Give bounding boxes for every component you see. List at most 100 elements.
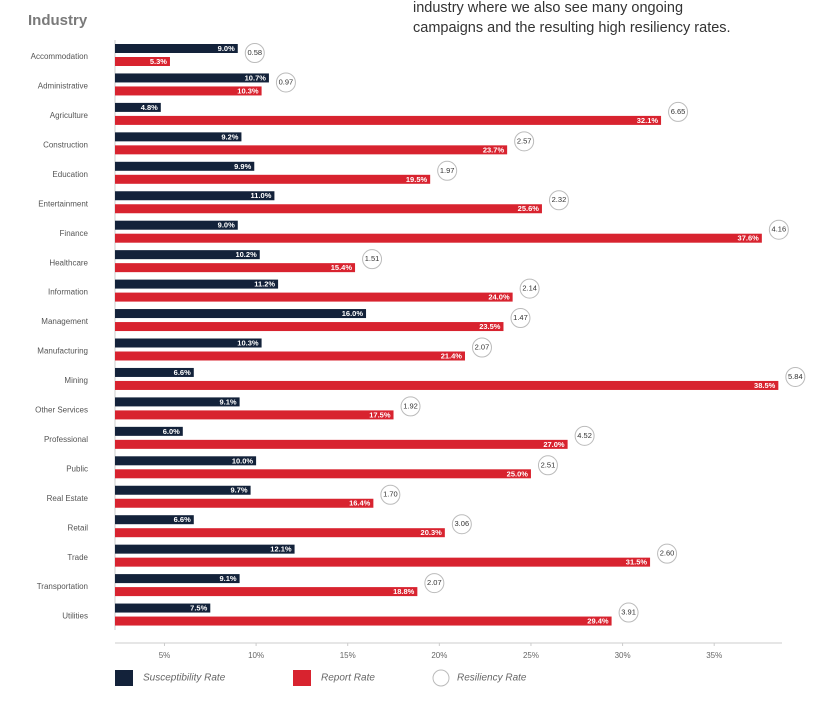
resiliency-marker — [471, 337, 492, 358]
bar-label: 11.0% — [251, 191, 272, 200]
x-tick-label: 25% — [523, 651, 539, 660]
chart-title: Industry — [28, 12, 88, 29]
resiliency-marker — [768, 219, 789, 240]
y-tick-label: Accommodation — [31, 52, 88, 61]
bar — [115, 191, 275, 201]
resiliency-marker — [618, 602, 639, 623]
bar-label: 4.8% — [141, 103, 158, 112]
bar-label: 32.1% — [637, 116, 659, 125]
resiliency-label: 4.52 — [577, 431, 592, 440]
bar-label: 11.2% — [254, 280, 275, 289]
bar — [115, 603, 211, 613]
resiliency-marker — [244, 43, 265, 63]
bar — [115, 161, 255, 171]
bar-label: 19.5% — [406, 175, 428, 184]
bar — [115, 102, 161, 112]
bar — [115, 115, 662, 125]
resiliency-label: 1.70 — [383, 490, 398, 499]
bar-label: 27.0% — [543, 440, 565, 449]
bar-label: 38.5% — [754, 381, 776, 390]
bar-label: 29.4% — [587, 617, 609, 626]
bar — [115, 250, 260, 260]
x-tick-label: 10% — [248, 651, 264, 660]
bar-label: 37.6% — [738, 234, 760, 243]
resiliency-marker — [380, 484, 401, 505]
y-tick-label: Administrative — [38, 82, 89, 91]
y-tick-label: Construction — [43, 140, 88, 149]
bar — [115, 587, 418, 597]
bar — [115, 367, 194, 377]
bar-label: 9.0% — [218, 44, 235, 53]
bar — [115, 86, 262, 96]
resiliency-marker — [510, 308, 531, 329]
bar-label: 16.0% — [342, 309, 364, 318]
y-tick-label: Healthcare — [49, 258, 88, 267]
bar — [115, 338, 262, 348]
bar-label: 10.7% — [245, 73, 267, 82]
y-tick-label: Entertainment — [38, 199, 89, 208]
bar — [115, 485, 251, 495]
bar — [115, 279, 279, 289]
resiliency-marker — [400, 396, 421, 417]
resiliency-marker — [537, 455, 558, 476]
resiliency-label: 2.32 — [552, 195, 567, 204]
bar — [115, 397, 240, 407]
legend-label: Susceptibility Rate — [143, 673, 226, 684]
bar — [115, 351, 465, 361]
y-tick-label: Public — [66, 464, 88, 473]
bar-label: 9.1% — [219, 397, 236, 406]
bar-label: 15.4% — [331, 263, 353, 272]
resiliency-marker — [668, 101, 689, 122]
x-tick-label: 30% — [615, 651, 631, 660]
bar-label: 9.2% — [221, 132, 238, 141]
y-tick-label: Finance — [60, 229, 89, 238]
bar-label: 23.5% — [479, 322, 501, 331]
legend-label: Resiliency Rate — [457, 673, 527, 684]
y-tick-label: Professional — [44, 435, 88, 444]
bar-label: 9.1% — [219, 574, 236, 583]
resiliency-label: 6.65 — [671, 107, 686, 116]
y-tick-label: Retail — [68, 523, 89, 532]
bar — [115, 174, 431, 184]
bar-label: 17.5% — [369, 410, 391, 419]
bar — [115, 263, 356, 273]
resiliency-label: 0.58 — [247, 48, 262, 57]
resiliency-marker — [574, 425, 595, 446]
bar — [115, 322, 504, 332]
resiliency-label: 2.07 — [475, 342, 490, 351]
resiliency-label: 2.51 — [541, 460, 556, 469]
bar-label: 31.5% — [626, 558, 648, 567]
intro-text: campaigns and the resulting high resilie… — [413, 20, 731, 36]
bar — [115, 132, 242, 142]
bar-label: 6.6% — [174, 515, 191, 524]
resiliency-label: 2.60 — [660, 549, 675, 558]
y-tick-label: Utilities — [62, 612, 88, 621]
resiliency-marker — [514, 131, 535, 152]
bar-label: 20.3% — [421, 528, 443, 537]
y-tick-label: Trade — [67, 553, 88, 562]
bar — [115, 44, 238, 53]
resiliency-label: 3.91 — [621, 608, 636, 617]
resiliency-marker — [657, 543, 678, 564]
resiliency-label: 1.92 — [403, 401, 418, 410]
bar-label: 16.4% — [349, 499, 371, 508]
x-tick-label: 20% — [431, 651, 447, 660]
y-tick-label: Management — [41, 317, 88, 326]
y-tick-label: Manufacturing — [37, 347, 88, 356]
y-tick-label: Real Estate — [47, 494, 89, 503]
bar-label: 24.0% — [488, 293, 510, 302]
bar-label: 10.3% — [237, 338, 259, 347]
bar-label: 10.0% — [232, 456, 254, 465]
resiliency-label: 2.07 — [427, 578, 442, 587]
bar — [115, 544, 295, 554]
y-tick-label: Transportation — [37, 582, 88, 591]
bar — [115, 292, 513, 302]
bar-label: 9.0% — [218, 221, 235, 230]
bar — [115, 233, 762, 243]
resiliency-label: 1.97 — [440, 166, 455, 175]
legend-swatch — [115, 670, 133, 686]
legend-swatch — [293, 670, 311, 686]
bar-label: 10.3% — [237, 86, 259, 95]
bar-label: 25.0% — [507, 469, 529, 478]
